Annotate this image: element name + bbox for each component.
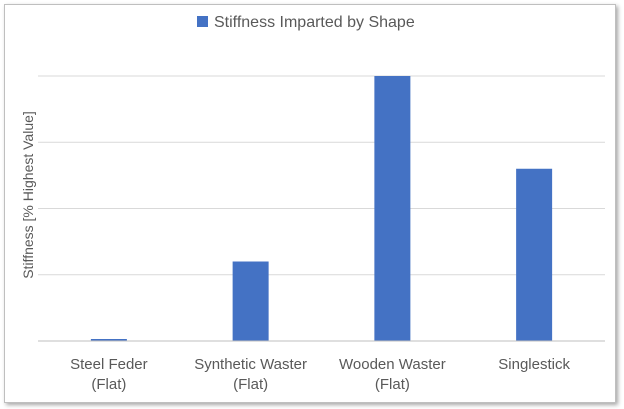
x-tick-label-line: (Flat) <box>375 376 410 393</box>
x-tick-label: Synthetic Waster (Flat) <box>194 356 307 393</box>
x-axis: Steel Feder (Flat)Synthetic Waster (Flat)W… <box>38 340 605 393</box>
x-tick-label-line: Wooden Waster <box>339 356 446 373</box>
x-tick-label-line: (Flat) <box>233 376 268 393</box>
y-axis-label: Stiffness [% Highest Value] <box>20 111 36 279</box>
bar <box>232 261 269 341</box>
x-tick-label: Wooden Waster (Flat) <box>339 356 446 393</box>
legend-swatch <box>197 16 208 27</box>
x-tick-label: Singlestick <box>498 356 570 373</box>
gridlines <box>38 75 605 276</box>
x-tick-label-line: Steel Feder <box>70 356 148 373</box>
x-tick-label-line: Synthetic Waster <box>194 356 307 373</box>
x-tick-label: Steel Feder (Flat) <box>70 356 148 393</box>
legend: Stiffness Imparted by Shape <box>197 14 415 31</box>
bar <box>374 76 411 341</box>
chart-frame <box>4 4 616 403</box>
x-tick-label-line: Singlestick <box>498 356 570 373</box>
legend-label: Stiffness Imparted by Shape <box>214 14 415 31</box>
bar <box>516 168 553 341</box>
x-tick-label-line: (Flat) <box>91 376 126 393</box>
bar <box>90 339 127 341</box>
bars <box>90 76 553 341</box>
